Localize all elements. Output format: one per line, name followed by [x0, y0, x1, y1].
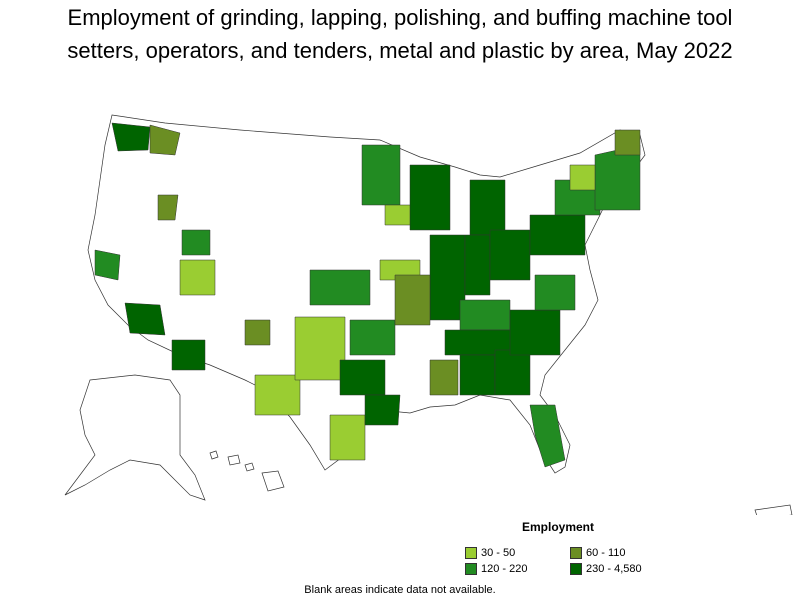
title-line-1: Employment of grinding, lapping, polishi…: [67, 5, 733, 30]
region-washington: [111, 122, 151, 152]
region-kentucky: [459, 299, 511, 331]
region-carolinas: [509, 309, 561, 356]
region-kansas: [309, 269, 371, 306]
us-choropleth-map: [64, 114, 793, 515]
hawaii-islands: [209, 450, 285, 492]
region-pennsylvania: [529, 214, 586, 256]
swatch-120-220: [465, 563, 477, 575]
legend-label-120-220: 120 - 220: [481, 563, 528, 575]
legend-label-230-4580: 230 - 4,580: [586, 563, 642, 575]
legend-title: Employment: [522, 520, 595, 534]
region-georgia: [494, 349, 531, 396]
region-alabama: [459, 354, 496, 396]
legend-label-60-110: 60 - 110: [586, 547, 626, 559]
region-texas-gulf: [329, 414, 366, 461]
region-mississippi: [429, 359, 459, 396]
legend-item-120-220: 120 - 220: [465, 562, 527, 576]
region-ohio: [489, 229, 531, 281]
region-michigan: [469, 179, 506, 236]
region-florida: [529, 404, 566, 468]
footnote: Blank areas indicate data not available.: [304, 584, 496, 596]
region-nm: [244, 319, 271, 346]
region-missouri: [394, 274, 431, 326]
region-ca-north: [94, 249, 121, 281]
swatch-30-50: [465, 547, 477, 559]
legend-item-60-110: 60 - 110: [570, 546, 626, 560]
region-oregon: [149, 124, 181, 156]
region-utah: [181, 229, 211, 256]
region-idaho: [157, 194, 179, 221]
puerto-rico: [754, 504, 793, 515]
region-vermont: [569, 164, 596, 191]
region-colorado: [179, 259, 216, 296]
region-maine: [614, 129, 641, 156]
region-minnesota: [361, 144, 401, 206]
legend-label-30-50: 30 - 50: [481, 547, 516, 559]
region-oklahoma: [349, 319, 396, 356]
region-virginia: [534, 274, 576, 311]
region-arizona: [171, 339, 206, 371]
swatch-230-4580: [570, 563, 582, 575]
region-wisconsin: [409, 164, 451, 231]
region-texas-west: [254, 374, 301, 416]
title-line-2: setters, operators, and tenders, metal a…: [67, 38, 733, 63]
alaska-outline: [64, 374, 206, 501]
region-texas-central: [294, 316, 346, 381]
region-ca-south: [124, 302, 166, 336]
employment-regions: [94, 122, 641, 468]
map-title: Employment of grinding, lapping, polishi…: [0, 1, 800, 67]
swatch-60-110: [570, 547, 582, 559]
legend-item-230-4580: 230 - 4,580: [570, 562, 642, 576]
legend-item-30-50: 30 - 50: [465, 546, 515, 560]
region-indiana: [464, 234, 491, 296]
region-houston: [364, 394, 401, 426]
region-texas-east: [339, 359, 386, 396]
